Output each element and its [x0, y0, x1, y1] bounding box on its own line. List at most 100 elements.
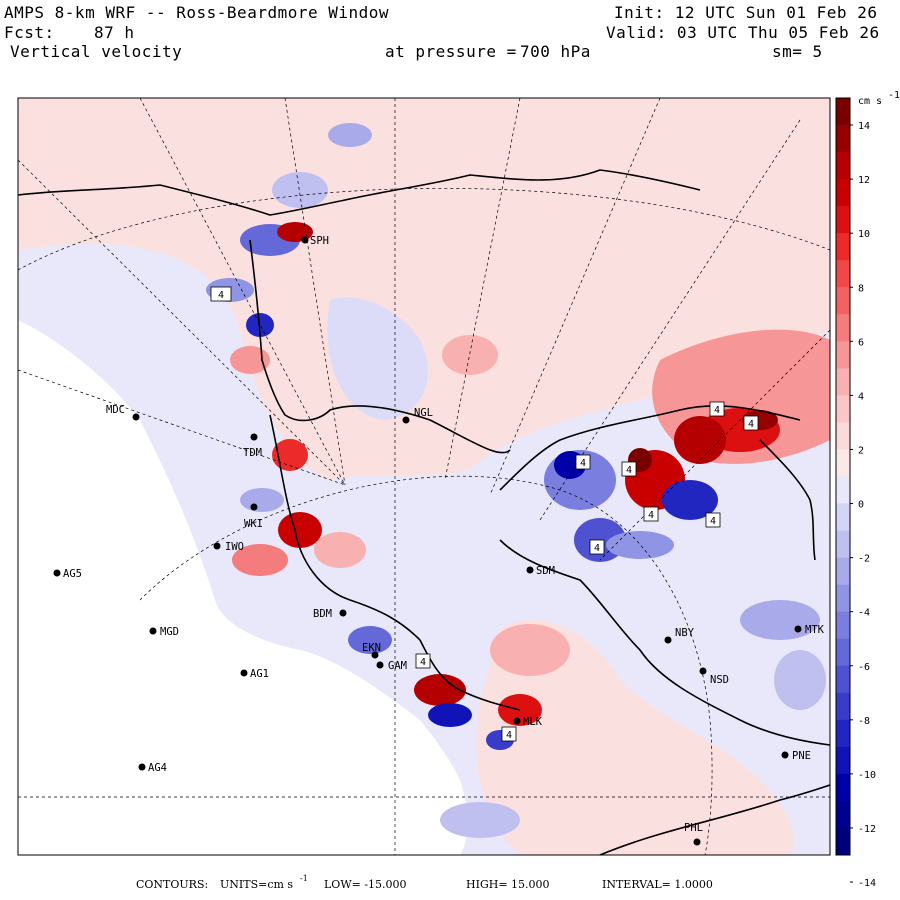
colorbar-tick-label: 8 — [858, 283, 864, 294]
contour-label: 4 — [626, 465, 632, 476]
colorbar-swatch — [836, 557, 850, 586]
contours-high: HIGH= 15.000 — [466, 878, 550, 891]
contour-label: 4 — [710, 516, 716, 527]
colorbar-swatch — [836, 233, 850, 261]
station-marker: MLK — [513, 716, 543, 728]
station-marker: AG5 — [53, 568, 82, 580]
station-label: NSD — [710, 674, 729, 686]
graticule — [18, 98, 830, 855]
negative-region — [327, 297, 428, 420]
station-marker: NGL — [402, 407, 433, 424]
station-label: TDM — [243, 447, 262, 459]
colorbar-swatch — [836, 476, 850, 505]
colorbar-swatch — [836, 692, 850, 721]
station-marker: AG4 — [138, 762, 167, 774]
colorbar-swatch — [836, 341, 850, 369]
station-label: SPH — [310, 235, 329, 247]
contour-label: 4 — [506, 730, 512, 741]
station-marker: MTK — [794, 624, 825, 636]
masked-area — [18, 320, 468, 855]
contour-labels: 4 4 4 4 4 4 4 4 4 4 — [210, 286, 759, 742]
east-wave-cells — [272, 123, 830, 838]
station-label: EKN — [362, 642, 381, 654]
station-label: NBY — [675, 627, 695, 639]
contour-label: 4 — [714, 405, 720, 416]
contours-units-exponent: -1 — [300, 874, 308, 883]
colorbar-tick-label: 10 — [858, 229, 870, 240]
station-label: MGD — [160, 626, 179, 638]
station-marker: MDC — [106, 404, 140, 421]
station-marker: PHL — [684, 822, 703, 846]
station-marker: SPH — [301, 235, 329, 247]
colorbar-tick-label: 14 — [858, 121, 870, 132]
colorbar-swatch — [836, 638, 850, 667]
contour-label: 4 — [594, 543, 600, 554]
colorbar-swatch — [836, 584, 850, 613]
colorbar-swatch — [836, 773, 850, 802]
station-label: IWO — [225, 541, 244, 553]
colorbar-swatch — [836, 827, 850, 856]
coastline — [18, 169, 830, 855]
colorbar-swatch — [836, 98, 850, 126]
contours-units: UNITS=cm s — [220, 878, 294, 891]
colorbar-tick-label: -2 — [858, 554, 870, 565]
contour-label: 4 — [420, 657, 426, 668]
contour-label: 4 — [648, 510, 654, 521]
pressure-label: at pressure = — [385, 42, 517, 61]
station-marker: BDM — [313, 608, 347, 620]
station-marker: MGD — [149, 626, 179, 638]
colorbar-tick-label: -8 — [858, 716, 870, 727]
station-marker: SDM — [526, 565, 555, 577]
colorbar-tick-label: -14 — [858, 878, 876, 889]
colorbar-swatch — [836, 125, 850, 153]
station-marker: IWO — [213, 541, 244, 553]
colorbar-swatch — [836, 530, 850, 559]
station-label: GAM — [388, 660, 407, 672]
colorbar-swatch — [836, 719, 850, 748]
station-marker: WKI — [244, 503, 263, 530]
station-label: MLK — [523, 716, 543, 728]
colorbar-tick-label: 2 — [858, 445, 864, 456]
forecast-hour-value: 87 h — [94, 23, 135, 42]
colorbar-swatch — [836, 665, 850, 694]
station-marker: NSD — [699, 667, 729, 686]
contours-label: CONTOURS: — [136, 878, 209, 891]
contours-interval: INTERVAL= 1.0000 — [602, 878, 713, 891]
colorbar-tick-label: 4 — [858, 391, 864, 402]
pressure-value: 700 hPa — [520, 42, 591, 61]
colorbar-tick-label: -12 — [858, 824, 876, 835]
colorbar-tick-label: -4 — [858, 608, 870, 619]
colorbar-swatch — [836, 314, 850, 342]
station-label: AG5 — [63, 568, 82, 580]
colorbar-swatch — [836, 422, 850, 450]
positive-region — [18, 98, 830, 480]
station-label: PHL — [684, 822, 703, 834]
smoothing-value: sm= 5 — [772, 42, 823, 61]
station-label: SDM — [536, 565, 555, 577]
field-name: Vertical velocity — [10, 42, 183, 61]
valid-time: Valid: 03 UTC Thu 05 Feb 26 — [606, 23, 880, 42]
station-label: WKI — [244, 518, 263, 530]
map-frame — [17, 97, 831, 856]
init-time: Init: 12 UTC Sun 01 Feb 26 — [614, 3, 878, 22]
station-label: MDC — [106, 404, 125, 416]
colorbar-swatch — [836, 395, 850, 423]
station-marker: EKN — [362, 642, 381, 659]
colorbar-tick-label: -6 — [858, 662, 870, 673]
colorbar-tick-label: 0 — [858, 500, 864, 511]
station-label: AG4 — [148, 762, 167, 774]
colorbar-swatch — [836, 179, 850, 207]
colorbar-swatch — [836, 260, 850, 288]
station-marker: TDM — [243, 433, 262, 459]
map-title: AMPS 8-km WRF -- Ross-Beardmore Window — [4, 3, 390, 22]
colorbar-tick-label: 6 — [858, 337, 864, 348]
contour-footer: CONTOURS: UNITS=cm s -1 LOW= -15.000 HIG… — [0, 874, 900, 896]
colorbar-swatch — [836, 449, 850, 477]
colorbar-swatch — [836, 746, 850, 775]
colorbar-swatch — [836, 611, 850, 640]
colorbar: 14 12 10 8 6 4 2 0 -2 -4 -6 -8 -10 -12 -14 — [835, 97, 876, 889]
forecast-hour-label: Fcst: — [4, 23, 55, 42]
contour-label: 4 — [218, 290, 224, 301]
station-label: PNE — [792, 750, 811, 762]
